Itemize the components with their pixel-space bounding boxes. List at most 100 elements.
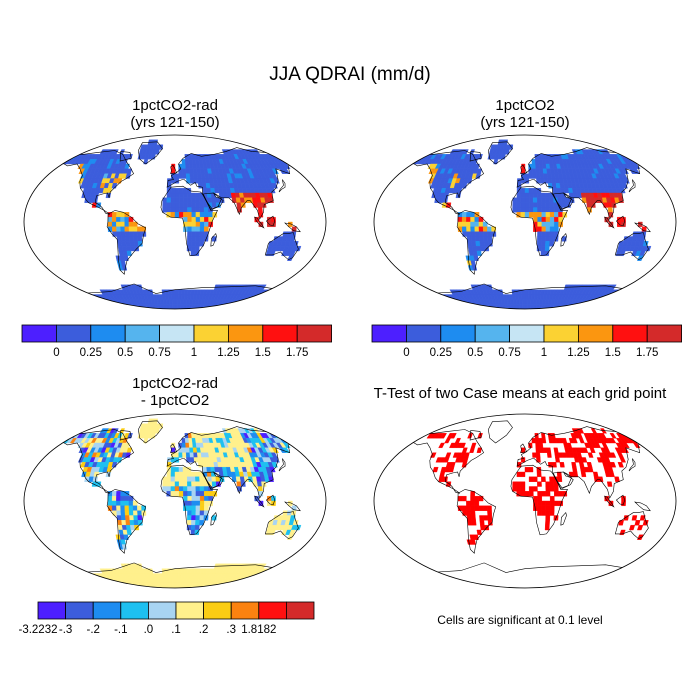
grid-cell [120, 495, 125, 502]
grid-cell [541, 500, 547, 507]
grid-cell [473, 534, 479, 540]
grid-cell [528, 476, 534, 482]
coastline-madagascar [560, 232, 567, 247]
coastline-newguinea [283, 501, 301, 512]
grid-cell [512, 207, 517, 213]
grid-cell [554, 216, 559, 223]
grid-cell [606, 303, 615, 309]
grid-cell [636, 438, 645, 444]
grid-cell [178, 173, 183, 179]
grid-cell [537, 226, 543, 232]
grid-cell [160, 303, 165, 309]
grid-cell [187, 515, 192, 521]
grid-cell [528, 442, 533, 448]
grid-cell [539, 178, 545, 184]
grid-cell [185, 303, 190, 309]
grid-cell [516, 481, 522, 487]
grid-cell [182, 303, 187, 309]
grid-cell [203, 491, 209, 497]
grid-cell [174, 481, 180, 487]
grid-cell [448, 467, 455, 473]
grid-cell [537, 495, 543, 502]
grid-cell [507, 303, 512, 309]
grid-cell [518, 294, 523, 300]
grid-cell [67, 294, 76, 300]
grid-cell [540, 245, 546, 252]
coastline-namerica [60, 429, 134, 494]
grid-cell [194, 529, 200, 536]
grid-cell [116, 495, 121, 502]
grid-cell [108, 303, 115, 309]
grid-cell [174, 471, 180, 478]
grid-cell [190, 524, 196, 531]
grid-cell [121, 520, 127, 526]
grid-cell [203, 207, 209, 213]
grid-cell [478, 231, 484, 237]
grid-cell [512, 202, 518, 208]
grid-cell [165, 294, 170, 300]
grid-cell [168, 573, 173, 579]
grid-cell [618, 197, 624, 203]
grid-cell [208, 212, 213, 218]
grid-cell [125, 452, 131, 458]
grid-cell [269, 578, 278, 584]
grid-cell [424, 294, 433, 300]
grid-cell [630, 294, 639, 300]
grid-cell [466, 515, 472, 521]
grid-cell [625, 289, 634, 295]
grid-cell [80, 294, 89, 300]
grid-cell [533, 495, 538, 502]
grid-cell [251, 582, 260, 588]
grid-cell [177, 582, 182, 588]
grid-cell [199, 486, 205, 492]
grid-cell [111, 221, 117, 228]
grid-cell [437, 299, 445, 305]
grid-cell [292, 438, 302, 444]
grid-cell [606, 481, 613, 487]
grid-cell [449, 299, 457, 305]
grid-cell [473, 255, 479, 261]
grid-cell [462, 510, 468, 516]
grid-cell [199, 241, 205, 247]
grid-cell [70, 582, 80, 588]
grid-cell [62, 433, 71, 439]
map-panel-1 [23, 134, 327, 310]
grid-cell [435, 303, 444, 309]
grid-cell [611, 299, 619, 305]
grid-cell [174, 578, 179, 584]
grid-cell [545, 481, 551, 487]
grid-cell [199, 510, 205, 516]
grid-cell [246, 582, 254, 588]
grid-cell [612, 303, 621, 309]
grid-cell [521, 294, 526, 300]
grid-cell [545, 241, 550, 247]
colorbar-box [203, 601, 232, 620]
grid-cell [183, 207, 188, 213]
grid-cell [638, 154, 648, 160]
grid-cell [199, 500, 205, 507]
grid-cell [199, 212, 205, 218]
grid-cell [440, 303, 449, 309]
grid-cell [536, 241, 542, 247]
grid-cell [533, 207, 538, 213]
grid-cell [187, 491, 193, 497]
grid-cell [170, 188, 176, 194]
grid-cell [111, 303, 118, 309]
grid-cell [546, 447, 552, 453]
colorbar-label: 1 [191, 347, 197, 359]
grid-cell [545, 226, 551, 232]
grid-cell [535, 168, 541, 174]
grid-cell [191, 476, 196, 482]
grid-cell [195, 495, 201, 502]
colorbar-box [92, 601, 122, 620]
grid-cell [195, 236, 201, 242]
grid-cell [255, 299, 263, 305]
coastline-eurasia [166, 147, 299, 220]
grid-cell [471, 520, 477, 526]
grid-cell [195, 221, 201, 228]
grid-cell [155, 428, 160, 434]
grid-cell [166, 303, 170, 309]
grid-cell [237, 303, 245, 309]
grid-cell [128, 221, 134, 228]
grid-cell [558, 212, 563, 218]
